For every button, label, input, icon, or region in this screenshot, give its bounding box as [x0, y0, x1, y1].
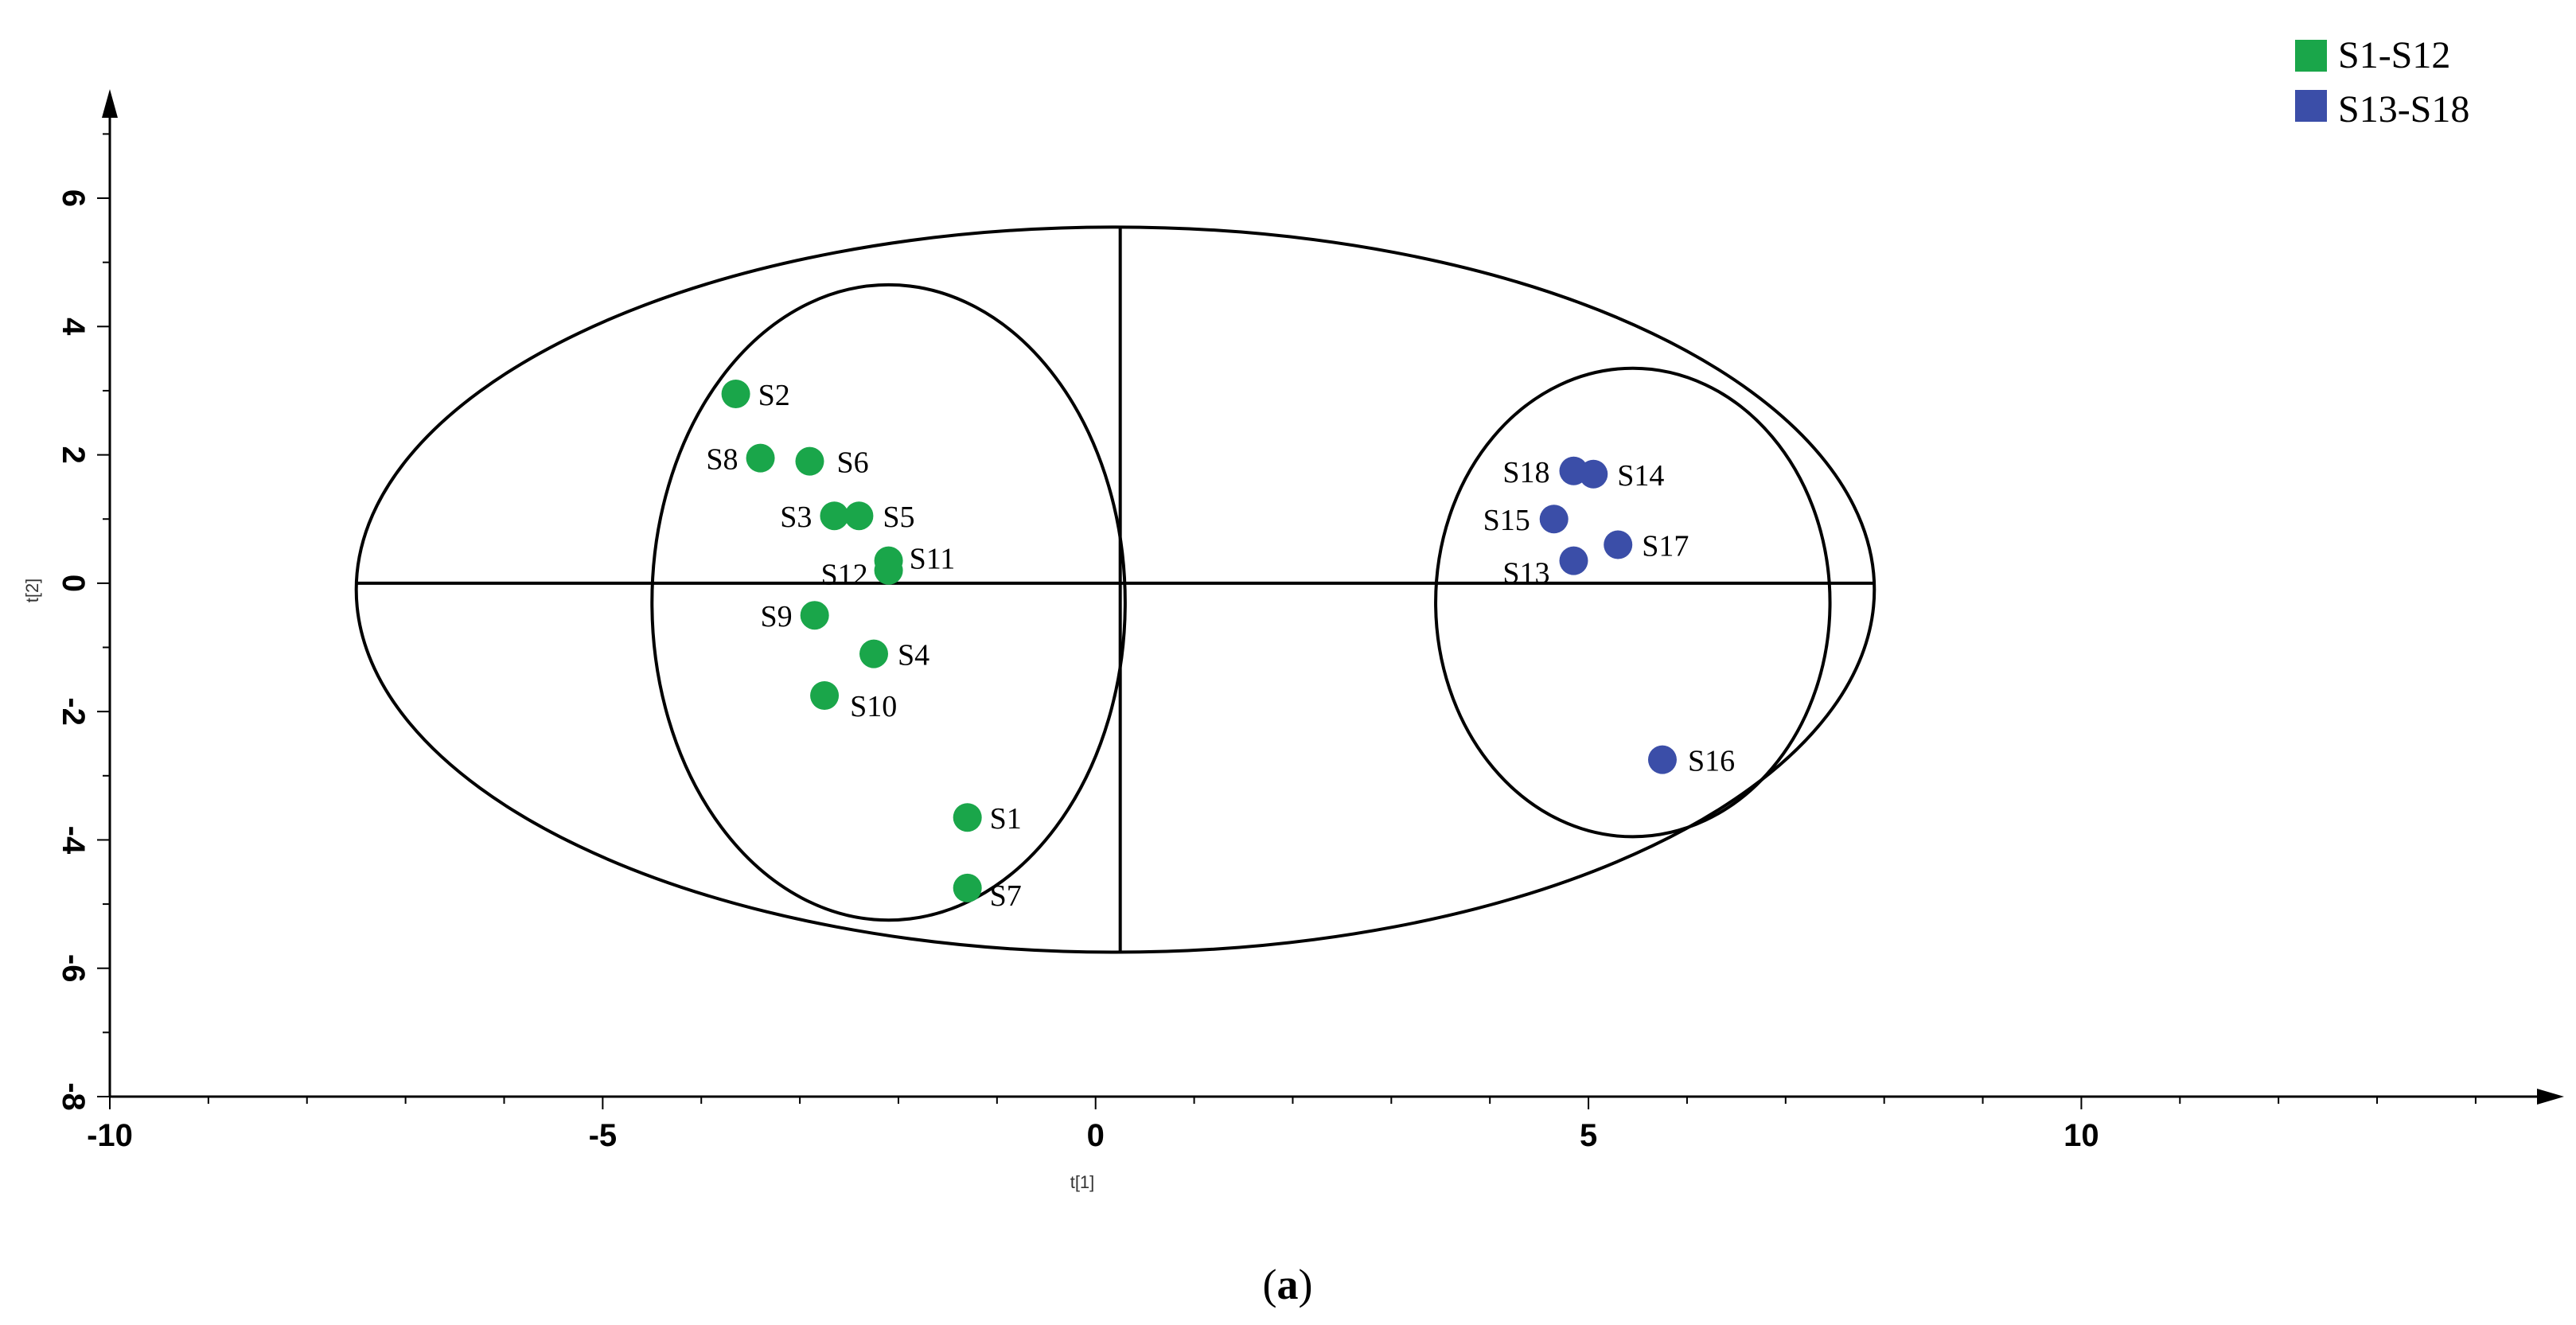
point-label-s6: S6 [836, 446, 868, 480]
data-point-s2 [721, 379, 750, 408]
point-label-s18: S18 [1502, 456, 1549, 489]
legend-label-s13-s18: S13-S18 [2338, 88, 2469, 131]
point-label-s16: S16 [1688, 745, 1735, 778]
x-tick-label: 0 [1087, 1118, 1105, 1153]
figure-caption: (a) [1263, 1261, 1313, 1308]
x-tick-label: -5 [589, 1118, 618, 1153]
legend-label-s1-s12: S1-S12 [2338, 34, 2450, 76]
x-axis-arrow [2537, 1089, 2564, 1105]
data-point-s7 [953, 873, 982, 902]
data-point-s4 [859, 639, 888, 668]
y-tick-label: -8 [56, 1082, 91, 1111]
point-label-s14: S14 [1617, 459, 1664, 493]
y-tick-label: -4 [56, 826, 91, 855]
point-label-s12: S12 [820, 559, 867, 592]
y-tick-label: 6 [56, 189, 91, 207]
data-point-s18 [1559, 456, 1588, 485]
data-points [721, 379, 1677, 902]
point-label-s5: S5 [883, 501, 914, 534]
point-label-s17: S17 [1642, 529, 1689, 563]
data-point-s8 [746, 443, 775, 473]
data-point-s13 [1559, 546, 1588, 575]
data-point-s3 [820, 501, 849, 531]
point-label-s4: S4 [898, 639, 929, 672]
legend-swatch-s1-s12 [2295, 40, 2327, 72]
data-point-s15 [1539, 505, 1569, 534]
y-tick-label: 4 [56, 318, 91, 336]
point-label-s1: S1 [990, 802, 1022, 836]
point-labels: S1 S2 S3 S4 S5 S6 S7 S8 S9 S10 S11 S12 S13 S14 S15 S16 S… [706, 379, 1735, 913]
y-axis-arrow [102, 89, 118, 118]
y-axis-label: t[2] [22, 579, 42, 603]
axis-ticks: -10 -5 0 5 10 -8 -6 -4 -2 0 2 4 6 [56, 133, 2477, 1153]
y-tick-label: -2 [56, 697, 91, 726]
point-label-s11: S11 [910, 543, 956, 576]
x-tick-label: 10 [2064, 1118, 2099, 1153]
caption-close: ) [1299, 1261, 1313, 1308]
confidence-ellipse-3 [1434, 366, 1832, 839]
y-tick-label: 0 [56, 575, 91, 592]
data-point-s1 [953, 803, 982, 832]
data-point-s12 [874, 555, 903, 585]
y-tick-label: 2 [56, 446, 91, 463]
legend-swatch-s13-s18 [2295, 90, 2327, 122]
caption-open: ( [1263, 1261, 1277, 1308]
data-point-s5 [844, 501, 874, 531]
data-point-s17 [1604, 530, 1633, 559]
point-label-s8: S8 [706, 443, 738, 477]
confidence-ellipse-2 [650, 283, 1127, 922]
point-label-s10: S10 [850, 690, 897, 723]
x-tick-label: 5 [1580, 1118, 1597, 1153]
point-label-s7: S7 [990, 879, 1022, 913]
origin-crosshair [356, 227, 1875, 953]
confidence-ellipse-1 [354, 225, 1876, 954]
data-point-s6 [795, 446, 824, 476]
legend: S1-S12 S13-S18 [2295, 34, 2469, 131]
x-tick-label: -10 [87, 1118, 133, 1153]
data-point-s16 [1647, 745, 1677, 774]
data-point-s9 [800, 601, 829, 630]
axes [102, 89, 2564, 1105]
point-label-s3: S3 [780, 501, 812, 534]
point-label-s2: S2 [758, 379, 790, 412]
caption-letter: a [1277, 1261, 1299, 1308]
confidence-ellipses [354, 225, 1876, 954]
point-label-s9: S9 [761, 600, 793, 633]
point-label-s13: S13 [1502, 557, 1549, 590]
y-tick-label: -6 [56, 954, 91, 983]
point-label-s15: S15 [1483, 504, 1530, 537]
data-point-s10 [810, 680, 840, 710]
x-axis-label: t[1] [1070, 1172, 1095, 1192]
